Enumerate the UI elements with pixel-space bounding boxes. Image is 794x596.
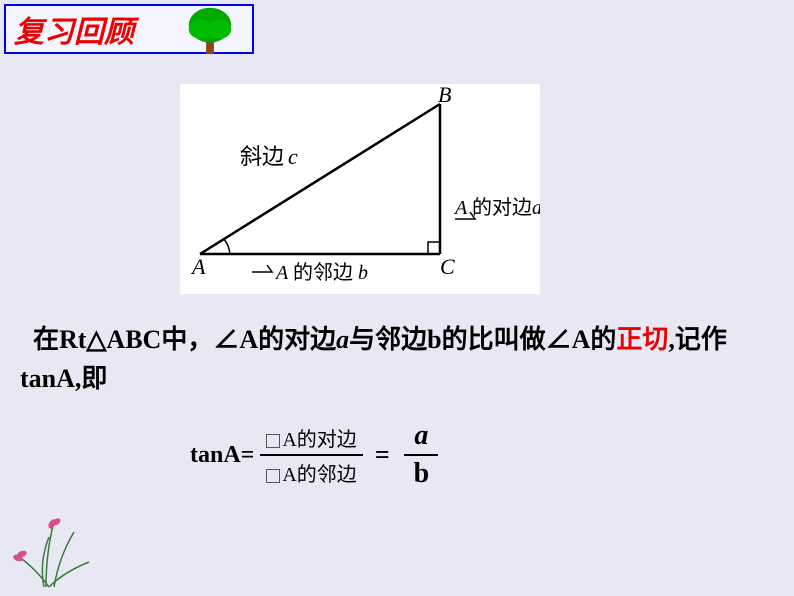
t-a: a xyxy=(336,325,349,354)
t-red: 正切 xyxy=(616,325,668,354)
svg-text:的对边: 的对边 xyxy=(472,196,532,219)
svg-text:A: A xyxy=(453,197,468,219)
svg-text:的邻边: 的邻边 xyxy=(293,261,353,284)
formula: tanA= A的对边 A的邻边 = a b xyxy=(190,420,447,490)
triangle-diagram: A B C 斜边c A 的对边 a A 的邻边 b xyxy=(180,84,540,294)
frac2: a b xyxy=(404,420,440,490)
eq: = xyxy=(375,440,390,470)
num2: a xyxy=(404,420,438,456)
definition-text: 在Rt△ABC中，∠A的对边a与邻边b的比叫做∠A的正切,记作tanA,即 xyxy=(20,320,740,398)
svg-text:b: b xyxy=(358,262,368,284)
svg-text:C: C xyxy=(440,254,455,279)
svg-text:c: c xyxy=(288,144,298,169)
tree-icon xyxy=(180,0,240,58)
flower-icon xyxy=(4,502,104,592)
svg-text:斜边: 斜边 xyxy=(240,144,284,169)
header-title: 复习回顾 xyxy=(14,7,134,51)
svg-text:B: B xyxy=(438,84,451,107)
den1: A的邻边 xyxy=(260,456,362,489)
lhs: tanA= xyxy=(190,442,254,469)
svg-text:a: a xyxy=(532,197,540,219)
frac1: A的对边 A的邻边 xyxy=(260,421,362,489)
svg-text:A: A xyxy=(274,262,289,284)
t1: 在Rt△ABC中，∠A的对边 xyxy=(33,325,336,354)
den2: b xyxy=(404,456,440,490)
num1: A的对边 xyxy=(260,421,362,456)
svg-text:A: A xyxy=(190,254,206,279)
t2: 与邻边b的比叫做∠A的 xyxy=(349,325,616,354)
